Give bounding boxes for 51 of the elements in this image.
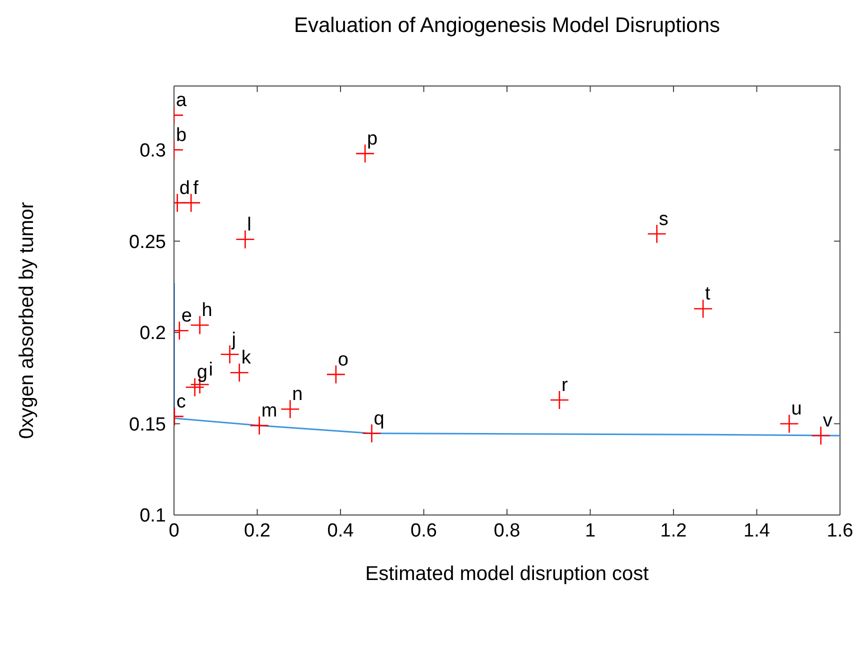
x-tick-label: 0.6 [410,520,437,542]
annotation: r [561,374,568,396]
y-tick-label: 0.1 [140,506,166,527]
x-tick-label: 1.2 [660,520,687,542]
annotation: f [193,178,200,199]
y-axis-title: 0xygen absorbed by tumor [16,202,38,438]
annotation: a [176,90,187,112]
annotation: j [230,329,236,350]
point [811,426,831,446]
annotation: d [179,178,190,199]
annotation: b [176,124,187,146]
point [190,315,210,335]
x-tick-label: 1.4 [744,520,770,542]
annotation: c [176,391,186,412]
chart-title: Evaluation of Angiogenesis Model Disruptions [292,14,722,38]
annotation: p [367,128,378,150]
annotation: s [658,208,668,230]
point [181,193,201,212]
annotation: k [241,348,252,369]
point [780,414,799,434]
x-axis-title: Estimated model disruption cost [364,563,650,586]
point [326,364,346,384]
annotation: q [374,408,384,430]
annotation: i [208,359,214,380]
point [550,390,570,410]
annotation: u [791,398,802,420]
point [647,224,666,244]
annotation: o [338,349,348,370]
y-tick-label: 0.15 [129,414,166,436]
point [280,399,300,419]
x-tick-label: 0 [168,520,180,542]
x-tick-label: 0.4 [327,520,354,542]
y-tick-label: 0.25 [129,232,166,253]
y-tick-label: 0.2 [140,323,166,344]
annotation: h [202,300,212,322]
annotation: t [705,284,712,305]
annotation: e [181,306,192,327]
annotation: g [196,362,208,384]
point [230,362,249,382]
x-tick-label: 0.2 [244,520,270,542]
x-tick-label: 0.8 [494,520,520,542]
point [236,230,255,249]
x-tick-label: 1.6 [826,520,854,542]
point [250,416,269,436]
annotation: n [292,384,303,406]
point [693,299,713,318]
annotation: m [261,400,278,422]
annotation: l [247,214,252,236]
y-tick-label: 0.3 [140,140,166,162]
x-tick-label: 1 [584,520,596,542]
annotation: v [822,410,833,432]
